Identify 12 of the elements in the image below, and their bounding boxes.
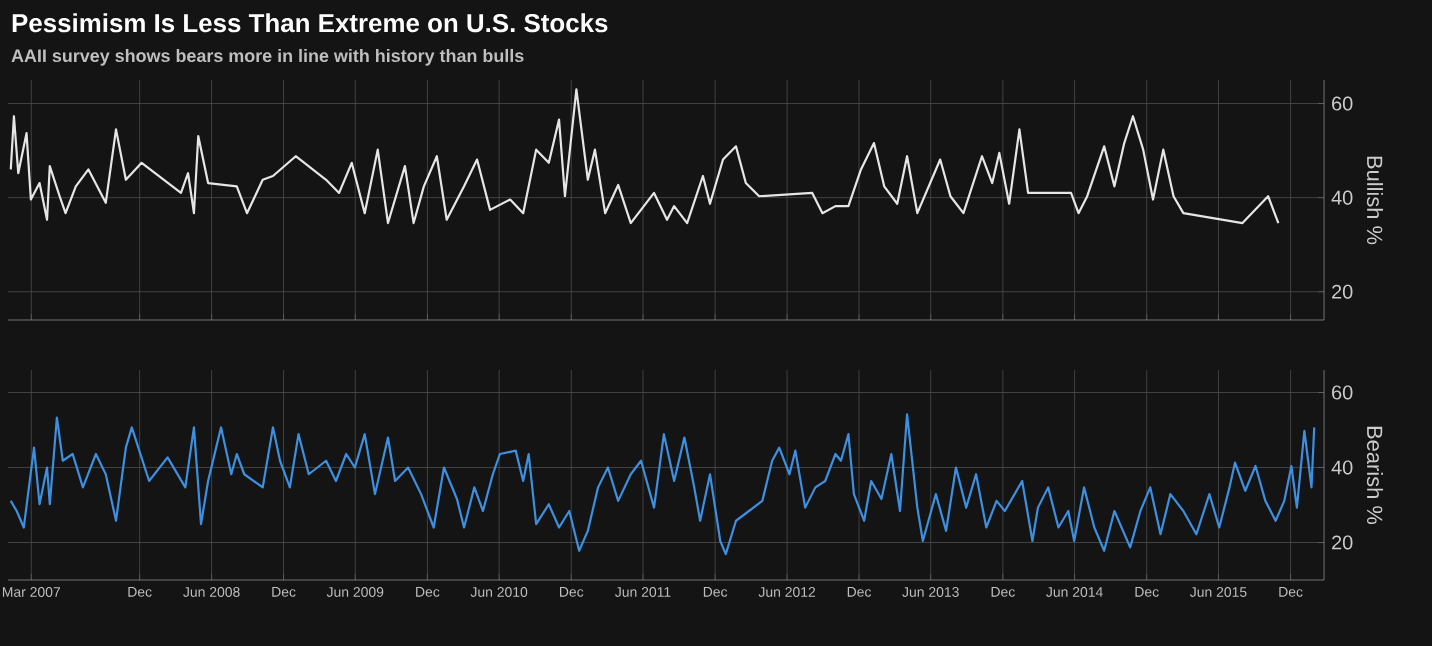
y-tick-label: 20 <box>1332 284 1353 299</box>
y-tick-label: 40 <box>1331 190 1353 205</box>
y-axis-title: Bullish % <box>1366 156 1384 245</box>
chart-title: Pessimism Is Less Than Extreme on U.S. Stocks <box>12 13 608 33</box>
y-tick-label: 20 <box>1332 535 1353 550</box>
y-axis-title: Bearish % <box>1366 426 1384 525</box>
y-tick-label: 60 <box>1332 96 1353 111</box>
line-series <box>9 413 1316 556</box>
y-tick-label: 60 <box>1332 385 1353 400</box>
line-series <box>9 88 1280 225</box>
chart-subtitle: AAII survey shows bears more in line with history than bulls <box>11 48 524 66</box>
y-tick-label: 40 <box>1331 460 1353 475</box>
